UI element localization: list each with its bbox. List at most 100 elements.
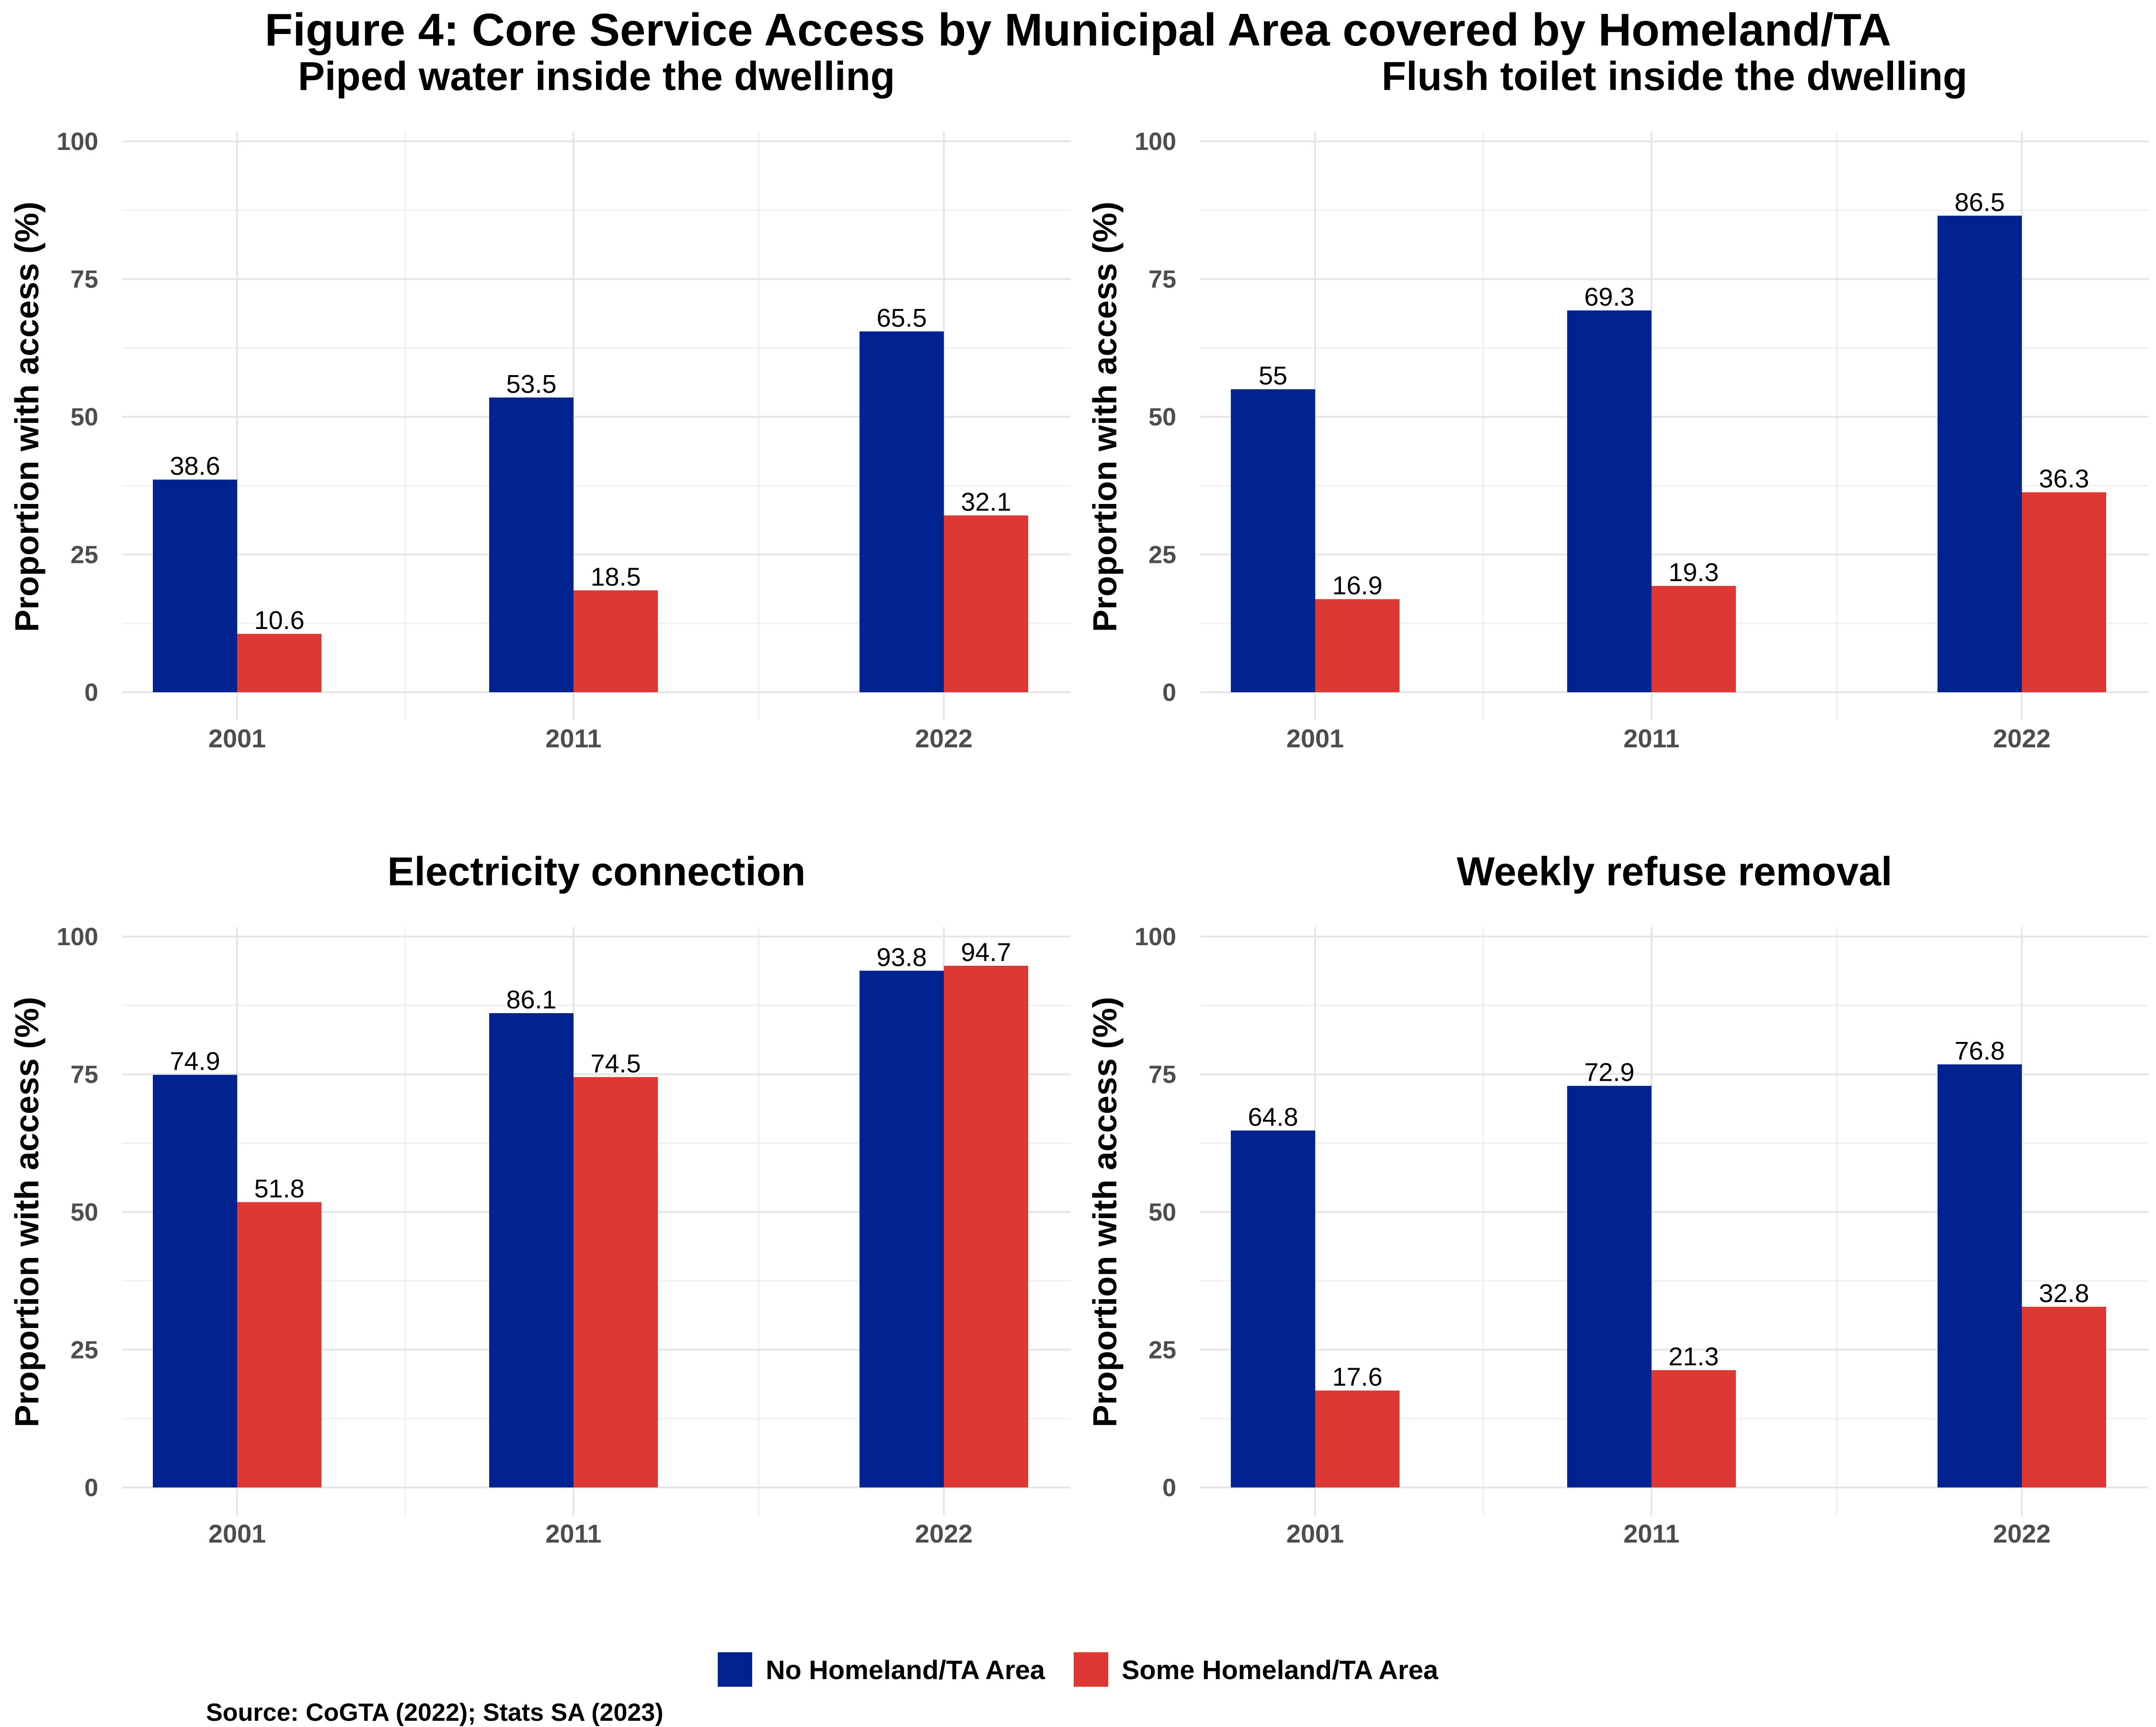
bar-no-homeland-2001 xyxy=(153,480,237,692)
y-tick-label: 100 xyxy=(1135,128,1176,156)
bar-no-homeland-2022 xyxy=(1938,216,2022,692)
x-tick-label: 2011 xyxy=(1623,1520,1679,1548)
bar-no-homeland-2022 xyxy=(860,331,944,692)
legend-swatch-no-homeland xyxy=(718,1652,753,1687)
x-tick-label: 2011 xyxy=(545,1520,601,1548)
data-label-no-homeland-2011: 69.3 xyxy=(1584,283,1634,311)
data-label-no-homeland-2011: 86.1 xyxy=(506,985,556,1014)
data-label-no-homeland-2001: 55 xyxy=(1259,362,1287,390)
legend-item-no-homeland: No Homeland/TA Area xyxy=(718,1652,1045,1687)
data-label-some-homeland-2001: 16.9 xyxy=(1332,572,1382,600)
bar-some-homeland-2011 xyxy=(1651,586,1736,692)
x-tick-label: 2011 xyxy=(545,724,601,753)
bar-some-homeland-2001 xyxy=(237,1202,321,1487)
panel-title: Flush toilet inside the dwelling xyxy=(1382,54,1968,99)
bar-some-homeland-2001 xyxy=(1315,1390,1399,1487)
bar-no-homeland-2011 xyxy=(1567,1086,1651,1487)
data-label-some-homeland-2001: 10.6 xyxy=(254,606,304,635)
bar-no-homeland-2001 xyxy=(1231,389,1315,692)
y-tick-label: 50 xyxy=(1148,1199,1176,1226)
chart-panel-flush-toilet: Flush toilet inside the dwelling Proporti… xyxy=(1078,53,2156,848)
y-tick-label: 75 xyxy=(70,1061,98,1089)
data-label-no-homeland-2022: 86.5 xyxy=(1954,188,2005,217)
data-label-some-homeland-2001: 51.8 xyxy=(254,1174,304,1203)
source-note: Source: CoGTA (2022); Stats SA (2023) xyxy=(206,1699,664,1727)
chart-svg-flush-toilet: Flush toilet inside the dwelling Proporti… xyxy=(1086,54,2149,753)
y-tick-label: 100 xyxy=(57,923,98,951)
x-tick-label: 2001 xyxy=(1286,724,1344,753)
bar-some-homeland-2022 xyxy=(944,965,1028,1487)
legend-item-some-homeland: Some Homeland/TA Area xyxy=(1074,1652,1438,1687)
data-label-some-homeland-2011: 74.5 xyxy=(590,1049,641,1078)
x-tick-label: 2011 xyxy=(1623,724,1679,753)
data-label-no-homeland-2022: 93.8 xyxy=(876,943,927,972)
chart-svg-piped-water: Piped water inside the dwelling Proportio… xyxy=(8,54,1071,753)
bar-some-homeland-2022 xyxy=(2022,492,2106,692)
x-tick-label: 2022 xyxy=(1993,724,2051,753)
y-tick-label: 25 xyxy=(1148,1337,1176,1364)
y-tick-label: 50 xyxy=(70,1199,98,1226)
data-label-no-homeland-2022: 76.8 xyxy=(1954,1037,2005,1065)
y-tick-label: 0 xyxy=(1162,679,1176,707)
data-label-some-homeland-2022: 32.8 xyxy=(2039,1279,2089,1308)
bar-some-homeland-2011 xyxy=(1651,1370,1736,1487)
y-tick-label: 25 xyxy=(70,1337,98,1364)
legend-swatch-some-homeland xyxy=(1074,1652,1109,1687)
y-tick-label: 25 xyxy=(1148,541,1176,569)
y-tick-label: 0 xyxy=(1162,1474,1176,1502)
y-tick-label: 75 xyxy=(1148,266,1176,294)
bar-no-homeland-2011 xyxy=(489,1013,573,1487)
y-axis-label: Proportion with access (%) xyxy=(1086,997,1124,1427)
data-label-some-homeland-2011: 18.5 xyxy=(590,562,641,591)
bar-some-homeland-2022 xyxy=(944,515,1028,692)
figure-title: Figure 4: Core Service Access by Municip… xyxy=(264,4,1892,56)
x-tick-label: 2001 xyxy=(208,724,266,753)
panel-title: Piped water inside the dwelling xyxy=(298,54,895,99)
data-label-no-homeland-2011: 72.9 xyxy=(1584,1058,1634,1087)
bar-no-homeland-2011 xyxy=(1567,310,1651,692)
data-label-no-homeland-2022: 65.5 xyxy=(876,304,927,332)
data-label-some-homeland-2011: 19.3 xyxy=(1668,558,1719,587)
data-label-no-homeland-2011: 53.5 xyxy=(506,370,556,399)
bar-no-homeland-2022 xyxy=(1938,1064,2022,1487)
data-label-no-homeland-2001: 38.6 xyxy=(170,452,220,480)
data-label-some-homeland-2022: 94.7 xyxy=(961,938,1011,967)
bar-no-homeland-2011 xyxy=(489,397,573,692)
bar-no-homeland-2022 xyxy=(860,971,944,1487)
x-tick-label: 2022 xyxy=(1993,1520,2051,1548)
data-label-some-homeland-2022: 32.1 xyxy=(961,488,1011,516)
y-tick-label: 100 xyxy=(1135,923,1176,951)
x-tick-label: 2022 xyxy=(915,724,973,753)
chart-svg-refuse-removal: Weekly refuse removal Proportion with acc… xyxy=(1086,849,2149,1548)
data-label-some-homeland-2001: 17.6 xyxy=(1332,1363,1382,1392)
legend: No Homeland/TA Area Some Homeland/TA Are… xyxy=(0,1648,2156,1691)
bar-some-homeland-2022 xyxy=(2022,1306,2106,1487)
legend-label-no-homeland: No Homeland/TA Area xyxy=(766,1654,1045,1685)
x-tick-label: 2001 xyxy=(1286,1520,1344,1548)
bar-some-homeland-2001 xyxy=(237,634,321,692)
y-tick-label: 0 xyxy=(84,679,98,707)
chart-panel-refuse-removal: Weekly refuse removal Proportion with acc… xyxy=(1078,848,2156,1643)
panel-title: Weekly refuse removal xyxy=(1457,849,1892,894)
data-label-no-homeland-2001: 74.9 xyxy=(170,1047,220,1076)
y-tick-label: 75 xyxy=(70,266,98,294)
y-tick-label: 50 xyxy=(1148,403,1176,431)
y-tick-label: 75 xyxy=(1148,1061,1176,1089)
y-tick-label: 0 xyxy=(84,1474,98,1502)
y-axis-label: Proportion with access (%) xyxy=(8,202,46,632)
data-label-no-homeland-2001: 64.8 xyxy=(1248,1103,1298,1132)
panel-title: Electricity connection xyxy=(388,849,806,894)
bar-some-homeland-2011 xyxy=(573,1077,658,1487)
chart-panel-electricity: Electricity connection Proportion with ac… xyxy=(0,848,1078,1643)
y-axis-label: Proportion with access (%) xyxy=(1086,202,1124,632)
bar-some-homeland-2001 xyxy=(1315,599,1399,692)
data-label-some-homeland-2022: 36.3 xyxy=(2039,465,2089,493)
y-tick-label: 100 xyxy=(57,128,98,156)
chart-svg-electricity: Electricity connection Proportion with ac… xyxy=(8,849,1071,1548)
bar-no-homeland-2001 xyxy=(1231,1130,1315,1487)
x-tick-label: 2001 xyxy=(208,1520,266,1548)
y-tick-label: 25 xyxy=(70,541,98,569)
bar-some-homeland-2011 xyxy=(573,590,658,692)
data-label-some-homeland-2011: 21.3 xyxy=(1668,1342,1719,1371)
y-axis-label: Proportion with access (%) xyxy=(8,997,46,1427)
